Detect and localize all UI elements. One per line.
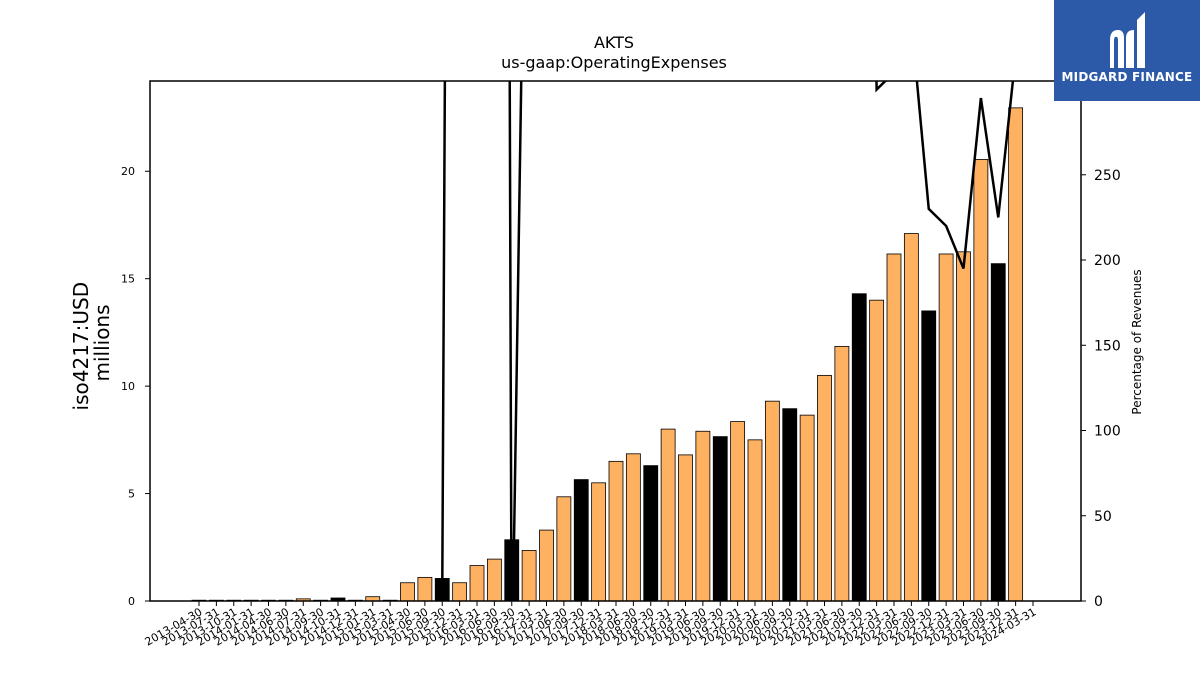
x-axis: 2013-04-302013-07-312013-10-312014-01-31… xyxy=(143,601,1039,649)
bar-2017-06-30 xyxy=(556,496,572,602)
bar-2023-06-30 xyxy=(973,159,989,602)
bar-2018-03-31 xyxy=(608,460,624,602)
bar-2023-09-30 xyxy=(990,263,1006,602)
bar-2015-06-30 xyxy=(417,576,433,602)
y2-tick-label: 0 xyxy=(1094,594,1103,610)
bar-2016-03-31 xyxy=(469,565,485,602)
y-tick-label: 0 xyxy=(128,595,135,608)
pct-of-revenues-line xyxy=(441,81,1015,601)
bar-2022-06-30 xyxy=(903,233,919,602)
y-axis-label: iso4217:USD millions xyxy=(69,276,114,411)
bar-2021-03-31 xyxy=(817,374,832,602)
y-tick-label: 5 xyxy=(128,488,135,501)
bar-2020-03-31 xyxy=(747,439,763,602)
y2-tick-label: 150 xyxy=(1094,338,1121,354)
bar-2022-03-31 xyxy=(886,253,902,602)
bars-group xyxy=(191,107,1024,602)
bar-2020-12-31 xyxy=(799,414,815,602)
bar-2021-09-30 xyxy=(851,293,867,602)
y2-tick-label: 50 xyxy=(1094,509,1112,525)
bar-2020-06-30 xyxy=(764,400,780,602)
bar-2017-09-30 xyxy=(573,479,589,602)
bar-2015-12-31 xyxy=(452,582,468,602)
y2-tick-label: 200 xyxy=(1094,253,1121,269)
bar-2016-06-30 xyxy=(486,558,502,602)
y-tick-label: 15 xyxy=(121,273,135,286)
bar-2016-12-31 xyxy=(521,550,537,602)
bar-2021-12-31 xyxy=(869,299,885,602)
bar-2015-04-30 xyxy=(400,582,415,602)
bar-2019-12-31 xyxy=(730,421,746,602)
y2-tick-label: 250 xyxy=(1094,168,1121,184)
y-axis-label-line2: millions xyxy=(90,304,114,381)
bar-2022-09-30 xyxy=(921,310,937,602)
bar-2023-03-31 xyxy=(956,251,971,602)
pct-line-group xyxy=(441,81,1015,601)
bar-2019-09-30 xyxy=(712,436,728,602)
bar-2018-12-31 xyxy=(660,428,676,602)
chart-title: AKTS xyxy=(594,33,634,52)
y2-axis: 0 50 100 150 200 250 xyxy=(1081,168,1121,610)
bar-2019-06-30 xyxy=(695,430,711,602)
bar-2021-06-30 xyxy=(834,345,850,602)
logo-text: MIDGARD FINANCE xyxy=(1061,70,1193,84)
y-axis: 0 5 10 15 20 xyxy=(121,165,150,608)
bar-2018-09-30 xyxy=(643,465,659,602)
y-axis-label-line1: iso4217:USD xyxy=(69,282,93,411)
bar-2022-12-31 xyxy=(938,253,954,602)
midgard-finance-logo: MIDGARD FINANCE xyxy=(1054,0,1200,101)
bar-2023-12-31 xyxy=(1008,107,1024,602)
bar-2019-03-31 xyxy=(678,454,693,602)
bar-2017-03-31 xyxy=(539,529,554,602)
y2-axis-label: Percentage of Revenues xyxy=(1130,269,1144,414)
y2-tick-label: 100 xyxy=(1094,424,1121,440)
y-tick-label: 10 xyxy=(121,380,135,393)
bar-2018-06-30 xyxy=(625,453,641,602)
midgard-logo-icon xyxy=(1110,12,1145,68)
bar-2020-09-30 xyxy=(782,408,798,602)
bar-2017-12-31 xyxy=(591,482,607,602)
y-tick-label: 20 xyxy=(121,165,135,178)
chart-subtitle: us-gaap:OperatingExpenses xyxy=(501,53,727,72)
